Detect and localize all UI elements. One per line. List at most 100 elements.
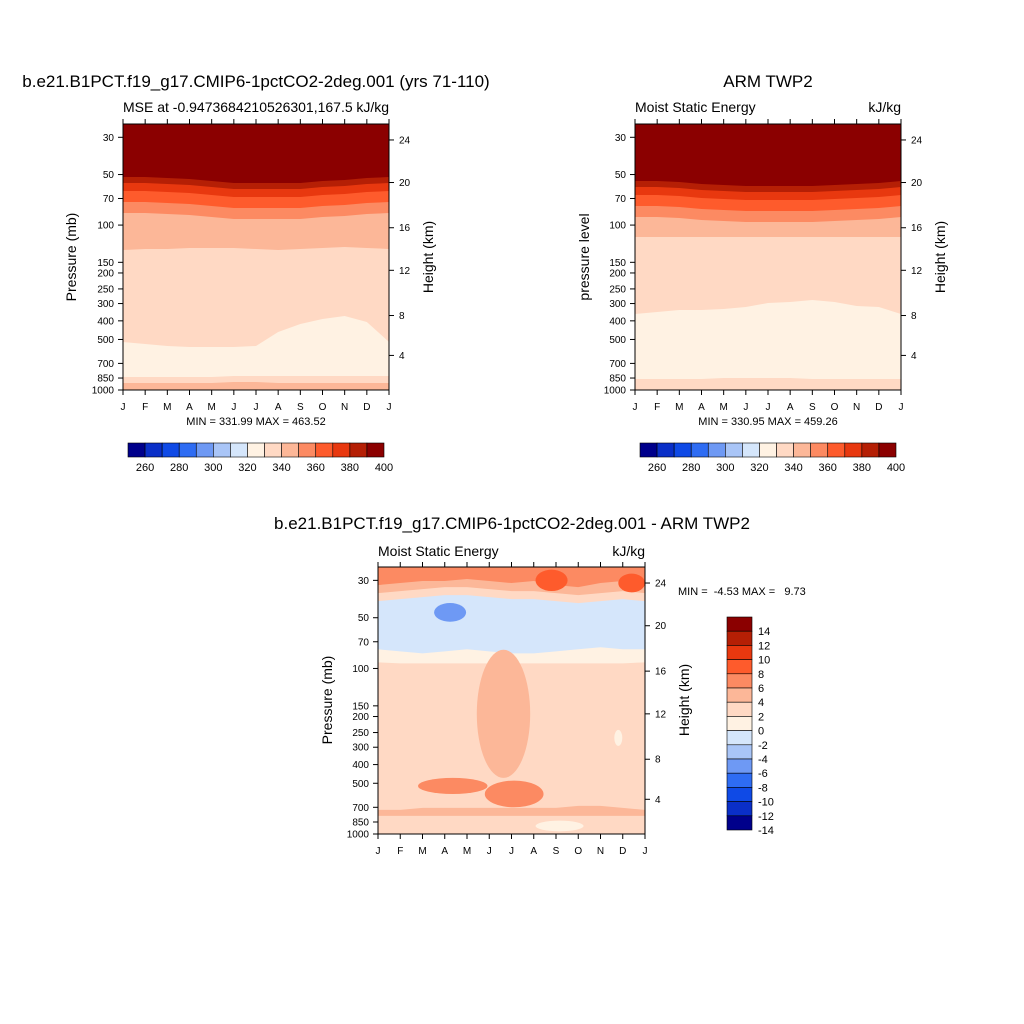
colorbar-swatch (726, 758, 753, 774)
y-tick-label: 100 (609, 221, 626, 232)
y-right-tick-label: 20 (399, 178, 411, 189)
colorbar-swatch (726, 659, 753, 675)
panel-model-ylabel-right: Height (km) (420, 221, 436, 293)
colorbar-swatch (726, 701, 753, 717)
y-tick-label: 500 (609, 335, 626, 346)
y-tick-label: 1000 (92, 386, 115, 397)
y-right-tick-label: 8 (911, 311, 917, 322)
y-tick-label: 300 (609, 299, 626, 310)
colorbar-swatch (178, 442, 197, 458)
panel-model-ylabel: Pressure (mb) (63, 213, 79, 302)
colorbar-swatch (861, 442, 880, 458)
panel-obs-title: ARM TWP2 (723, 72, 812, 91)
panel-diff: b.e21.B1PCT.f19_g17.CMIP6-1pctCO2-2deg.0… (274, 514, 806, 857)
x-tick-label: J (231, 402, 236, 413)
contour-region-6 (535, 569, 568, 592)
colorbar-swatch (726, 801, 753, 817)
contour-region-7 (618, 573, 646, 593)
colorbar-swatch (810, 442, 829, 458)
y-right-tick-label: 12 (655, 709, 667, 720)
panel-model-left-label: MSE at -0.9473684210526301,167.5 (123, 99, 353, 115)
x-tick-label: J (487, 846, 492, 857)
panel-diff-left-label: Moist Static Energy (378, 543, 499, 559)
x-tick-label: S (297, 402, 304, 413)
y-right-tick-label: 24 (911, 135, 923, 146)
panel-obs-stats: MIN = 330.95 MAX = 459.26 (698, 416, 837, 428)
colorbar-swatch (878, 442, 897, 458)
x-tick-label: A (186, 402, 193, 413)
colorbar-label: 280 (682, 462, 700, 474)
panel-model-title: b.e21.B1PCT.f19_g17.CMIP6-1pctCO2-2deg.0… (22, 72, 489, 91)
x-tick-label: M (418, 846, 426, 857)
colorbar-label: 340 (784, 462, 802, 474)
colorbar-swatch (726, 616, 753, 632)
x-tick-label: J (899, 402, 904, 413)
y-tick-label: 250 (352, 728, 369, 739)
x-tick-label: M (163, 402, 171, 413)
colorbar-label: 360 (307, 462, 325, 474)
colorbar-swatch (161, 442, 180, 458)
x-tick-label: J (633, 402, 638, 413)
y-right-tick-label: 4 (399, 351, 405, 362)
colorbar-swatch (144, 442, 163, 458)
contour-region-1 (476, 649, 531, 778)
y-tick-label: 300 (97, 299, 114, 310)
colorbar-label: -4 (758, 754, 768, 766)
panel-obs: ARM TWP2 Moist Static Energy kJ/kg press… (576, 72, 948, 474)
y-right-tick-label: 20 (655, 621, 667, 632)
contour-band-7 (635, 300, 901, 390)
colorbar-label: 400 (375, 462, 393, 474)
colorbar-swatch (726, 673, 753, 689)
panel-obs-colorbar: 260 280 300 320 340 360 380 400 (639, 442, 905, 474)
y-tick-label: 200 (609, 268, 626, 279)
y-right-tick-label: 8 (399, 311, 405, 322)
y-tick-label: 50 (615, 170, 627, 181)
panel-model-colorbar: 260 280 300 320 340 360 380 400 (127, 442, 393, 474)
x-tick-label: J (254, 402, 259, 413)
y-tick-label: 50 (358, 613, 370, 624)
y-tick-label: 30 (615, 133, 627, 144)
y-tick-label: 500 (97, 335, 114, 346)
panel-obs-ylabel: pressure level (576, 213, 592, 300)
contour-region-0 (434, 603, 467, 622)
x-tick-label: O (319, 402, 327, 413)
colorbar-label: 280 (170, 462, 188, 474)
y-tick-label: 1000 (347, 830, 370, 841)
x-tick-label: O (831, 402, 839, 413)
x-tick-label: J (766, 402, 771, 413)
colorbar-swatch (247, 442, 265, 458)
panel-model: b.e21.B1PCT.f19_g17.CMIP6-1pctCO2-2deg.0… (22, 72, 489, 474)
panel-model-stats: MIN = 331.99 MAX = 463.52 (186, 416, 325, 428)
colorbar-label: -8 (758, 782, 768, 794)
y-tick-label: 50 (103, 170, 115, 181)
colorbar-label: 340 (272, 462, 290, 474)
x-tick-label: N (341, 402, 348, 413)
panel-model-y-right-ticks: 24 20 16 12 8 4 (389, 135, 411, 362)
y-tick-label: 250 (97, 284, 114, 295)
x-tick-label: J (643, 846, 648, 857)
colorbar-swatch (726, 815, 753, 831)
colorbar-swatch (230, 442, 248, 458)
colorbar-swatch (827, 442, 846, 458)
contour-band-9 (123, 382, 389, 390)
y-tick-label: 100 (97, 221, 114, 232)
colorbar-swatch (726, 787, 753, 802)
colorbar-label: 10 (758, 655, 770, 667)
y-tick-label: 700 (609, 359, 626, 370)
colorbar-label: 12 (758, 640, 770, 652)
x-tick-label: J (376, 846, 381, 857)
colorbar-swatch (673, 442, 692, 458)
y-tick-label: 70 (103, 194, 115, 205)
y-tick-label: 70 (615, 194, 627, 205)
x-tick-label: A (530, 846, 537, 857)
y-tick-label: 150 (97, 258, 114, 269)
y-tick-label: 200 (352, 712, 369, 723)
colorbar-swatch (195, 442, 214, 458)
y-tick-label: 400 (352, 760, 369, 771)
colorbar-label: 6 (758, 683, 764, 695)
colorbar-label: -2 (758, 740, 768, 752)
y-tick-label: 700 (352, 803, 369, 814)
